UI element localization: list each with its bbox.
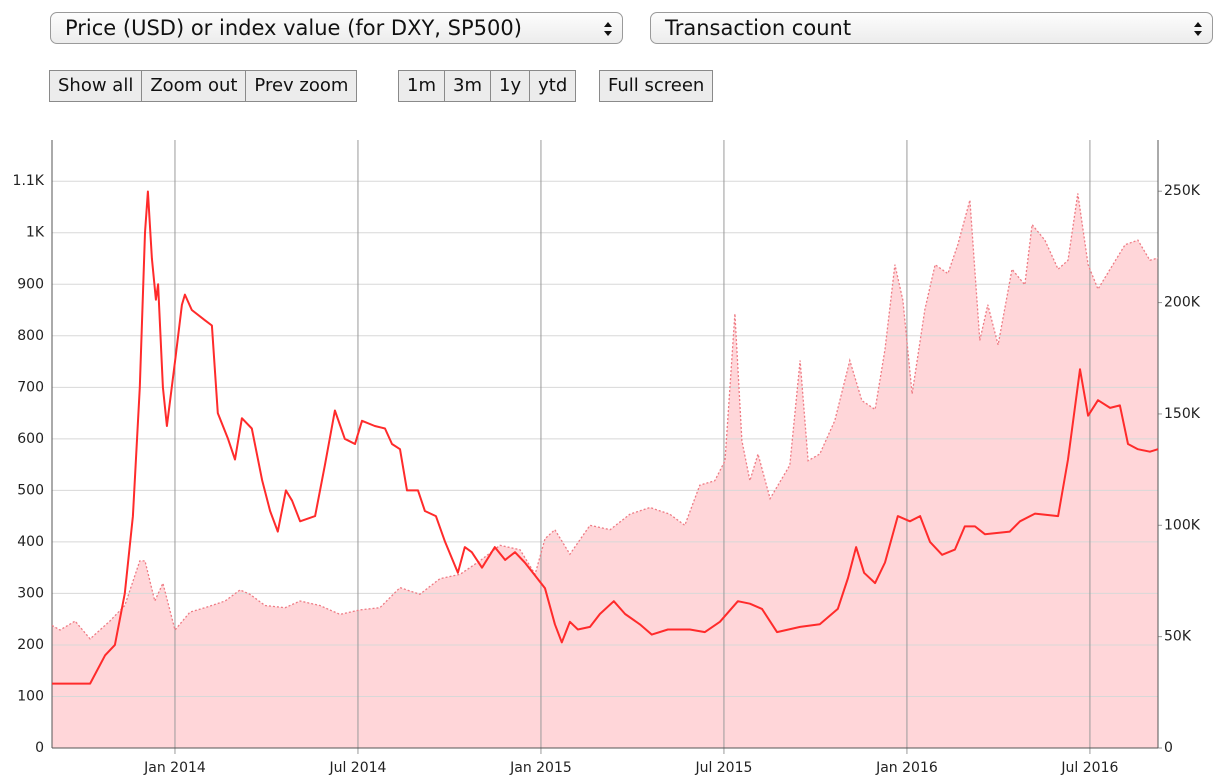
y-tick-label: 500 (17, 482, 44, 498)
y-tick-label: 400 (17, 534, 44, 550)
button[interactable]: Zoom out (142, 71, 247, 101)
button[interactable]: Show all (50, 71, 143, 101)
y-tick-label: 300 (17, 585, 44, 601)
y-tick-label: 700 (17, 379, 44, 395)
select-text: Price (USD) or index value (for DXY, SP5… (65, 16, 522, 40)
y-tick-label: 1K (26, 225, 45, 241)
y-tick-label: 800 (17, 328, 44, 344)
y2-tick-label: 0 (1164, 740, 1173, 756)
y2-tick-label: 200K (1164, 295, 1201, 311)
select-arrows (604, 22, 612, 36)
y-tick-label: 200 (17, 637, 44, 653)
y2-tick-label: 50K (1164, 629, 1192, 645)
range-buttons: 1m 3m 1y ytd (398, 70, 577, 102)
y-tick-label: 900 (17, 276, 44, 292)
x-tick-label: Jan 2014 (143, 760, 206, 776)
y-tick-label: 600 (17, 431, 44, 447)
button[interactable]: Prev zoom (254, 75, 349, 96)
button[interactable]: 1m (399, 71, 445, 101)
y2-tick-label: 150K (1164, 406, 1201, 422)
x-tick-label: Jan 2015 (509, 760, 572, 776)
area (52, 193, 1158, 748)
x-tick-label: Jan 2016 (875, 760, 938, 776)
right-series-select[interactable]: Transaction count (650, 12, 1213, 44)
select-text: Transaction count (665, 16, 852, 40)
x-tick-label: Jul 2014 (328, 760, 386, 776)
y2-tick-label: 250K (1164, 183, 1201, 199)
y-tick-label: 1.1K (13, 173, 45, 189)
button[interactable]: 3m (445, 71, 491, 101)
button[interactable]: Full screen (608, 75, 705, 96)
button[interactable]: ytd (538, 75, 568, 96)
x-tick-label: Jul 2016 (1060, 760, 1118, 776)
y-tick-label: 100 (17, 688, 44, 704)
y2-tick-label: 100K (1164, 517, 1201, 533)
select-arrows (1194, 22, 1202, 36)
left-series-select[interactable]: Price (USD) or index value (for DXY, SP5… (50, 12, 623, 44)
y-tick-label: 0 (35, 740, 44, 756)
line (52, 190, 1159, 685)
area-line (51, 193, 1159, 640)
x-tick-label: Jul 2015 (694, 760, 752, 776)
zoom-buttons: Show all Zoom out Prev zoom (49, 70, 358, 102)
button[interactable]: 1y (491, 71, 531, 101)
screen-buttons: Full screen (599, 70, 714, 102)
